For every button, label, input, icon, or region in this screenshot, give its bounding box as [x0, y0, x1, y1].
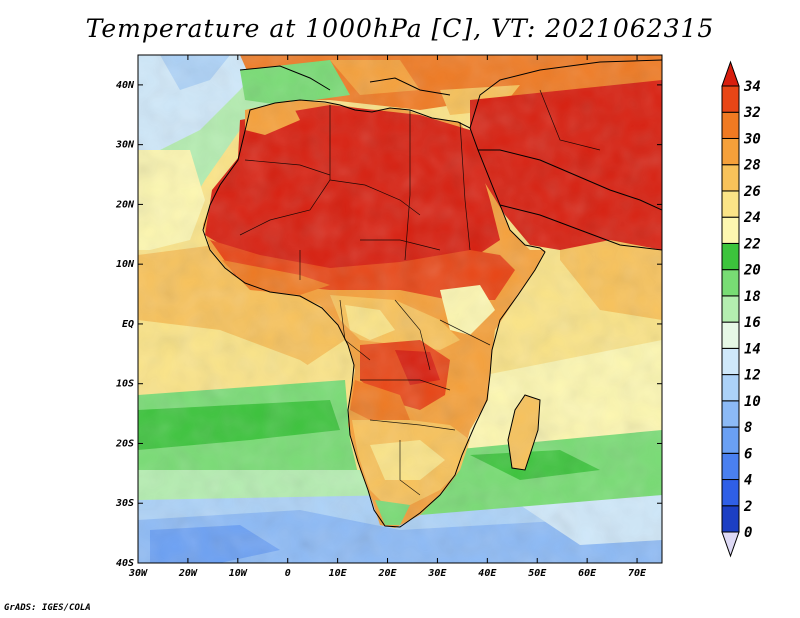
lat-tick-label: 40N: [116, 80, 135, 91]
colorbar-segment: [721, 137, 740, 166]
lat-tick-label: 30N: [115, 140, 135, 151]
colorbar-label: 16: [744, 315, 761, 331]
map-title: Temperature at 1000hPa [C], VT: 20210623…: [85, 14, 715, 43]
lon-tick-label: 20E: [377, 568, 397, 579]
lon-tick-label: 40E: [478, 568, 497, 579]
colorbar-label: 22: [743, 236, 761, 252]
coastlines: [202, 59, 662, 528]
colorbar-segment: [721, 347, 740, 376]
colorbar-segment: [721, 295, 740, 323]
colorbar-segment: [721, 164, 740, 192]
lat-tick-label: 30S: [115, 498, 134, 509]
colorbar-top-cap: [721, 60, 740, 87]
colorbar-label: 30: [743, 131, 761, 147]
colorbar-segment: [721, 190, 740, 218]
colorbar-segment: [721, 479, 740, 507]
colorbar-label: 34: [743, 79, 761, 95]
lon-tick-label: 70E: [628, 568, 647, 579]
colorbar-label: 10: [744, 394, 761, 410]
lon-tick-label: 0: [285, 568, 291, 579]
colorbar-segment: [721, 400, 740, 428]
colorbar-segment: [721, 426, 740, 454]
colorbar-label: 14: [744, 341, 761, 357]
lon-tick-label: 30E: [427, 568, 447, 579]
colorbar-label: 8: [744, 420, 752, 436]
axis-ticks: 30W 20W 10W 0 10E 20E 30E 40E 50E 60E 70E 40N 30N 20N…: [115, 55, 662, 579]
colorbar-segment: [721, 269, 740, 297]
colorbar-segment: [721, 216, 740, 244]
colorbar-label: 4: [744, 473, 752, 489]
colorbar-bottom-cap: [721, 531, 740, 558]
lon-tick-label: 30W: [128, 568, 148, 579]
colorbar-label: 20: [743, 263, 761, 279]
lon-tick-label: 60E: [578, 568, 597, 579]
credit-label: GrADS: IGES/COLA: [4, 603, 91, 613]
colorbar-segment: [721, 85, 740, 113]
lat-tick-label: EQ: [122, 319, 134, 330]
colorbar-segment: [721, 242, 740, 271]
map-frame: [137, 54, 663, 564]
colorbar-label: 2: [743, 499, 752, 515]
colorbar-segment: [721, 374, 740, 402]
colorbar-label: 0: [744, 525, 752, 541]
colorbar-segment: [721, 505, 740, 533]
lat-tick-label: 10N: [116, 259, 135, 270]
lon-tick-label: 10E: [329, 568, 348, 579]
colorbar-label: 26: [743, 184, 761, 200]
lon-tick-label: 10W: [229, 568, 248, 579]
lat-tick-label: 40S: [116, 558, 134, 569]
country-borders: [239, 89, 601, 496]
colorbar-label: 6: [744, 446, 752, 462]
lat-tick-label: 20N: [115, 199, 135, 210]
colorbar-label: 18: [744, 289, 761, 305]
colorbar-segment: [721, 321, 740, 349]
temperature-field: [138, 55, 662, 563]
lon-tick-label: 20W: [178, 568, 198, 579]
colorbar-label: 28: [743, 158, 761, 174]
lat-tick-label: 20S: [115, 438, 134, 449]
colorbar-segment: [721, 111, 740, 139]
colorbar-segment: [721, 452, 740, 481]
colorbar-label: 12: [744, 368, 761, 384]
colorbar-label: 32: [743, 105, 761, 121]
lat-tick-label: 10S: [116, 379, 134, 390]
lon-tick-label: 50E: [528, 568, 547, 579]
colorbar-label: 24: [743, 210, 761, 226]
